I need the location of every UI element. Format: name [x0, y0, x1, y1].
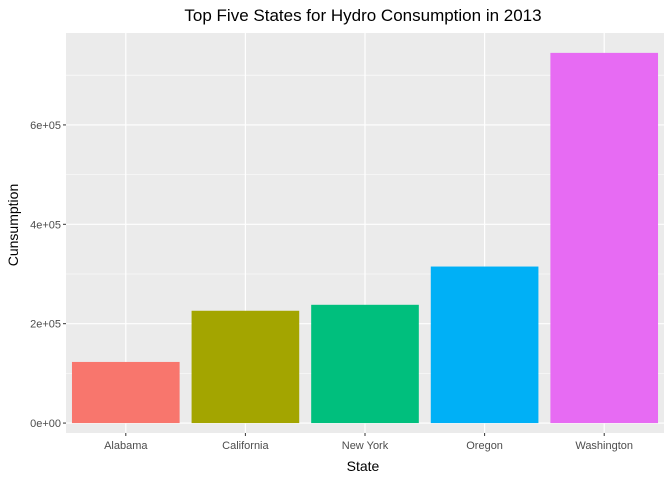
x-tick-label: Alabama — [104, 440, 148, 452]
y-tick-label: 6e+05 — [30, 120, 61, 132]
y-axis-title: Cunsumption — [5, 184, 21, 267]
x-tick-label: Oregon — [466, 440, 503, 452]
x-axis-ticks: Alabama California New York Oregon Washingto… — [104, 433, 633, 452]
bar-washington — [550, 52, 659, 424]
x-axis-title: State — [347, 458, 380, 474]
x-tick-label: New York — [342, 440, 389, 452]
bar-oregon — [430, 266, 539, 424]
y-tick-label: 4e+05 — [30, 219, 61, 231]
chart-title: Top Five States for Hydro Consumption in… — [184, 6, 541, 25]
bar-alabama — [71, 361, 180, 424]
bars — [71, 52, 659, 424]
x-tick-label: Washington — [575, 440, 633, 452]
y-tick-label: 0e+00 — [30, 418, 61, 430]
x-tick-label: California — [222, 440, 269, 452]
y-axis-ticks: 0e+00 2e+05 4e+05 6e+05 — [30, 120, 66, 430]
bar-new-york — [311, 304, 419, 424]
y-tick-label: 2e+05 — [30, 319, 61, 331]
bar-california — [191, 310, 300, 424]
